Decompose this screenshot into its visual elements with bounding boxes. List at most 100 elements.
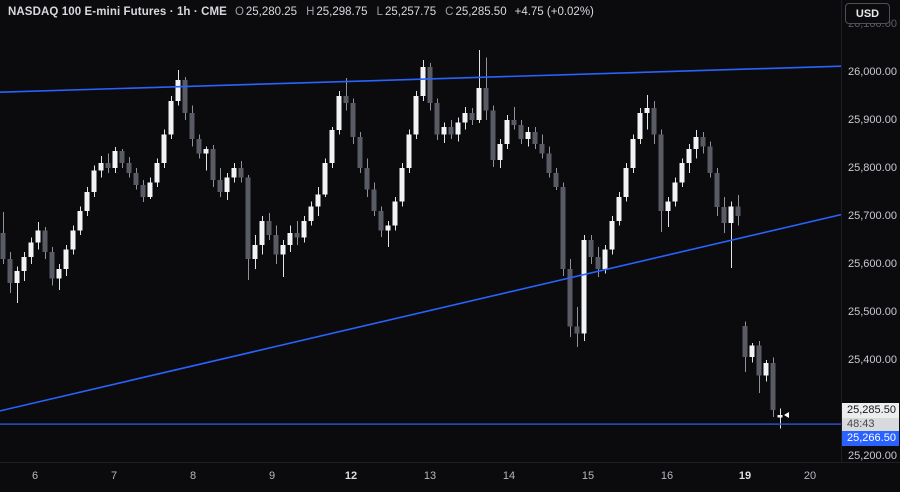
candle-body <box>511 120 517 125</box>
candle-body <box>679 163 685 183</box>
candle-body <box>14 271 20 284</box>
candle-body <box>567 268 573 327</box>
candle-body <box>168 100 174 135</box>
price-tick-label: 26,000.00 <box>848 66 897 78</box>
ohlc-pair: H 25,298.75 <box>306 6 368 18</box>
candle-body <box>749 345 755 358</box>
trendline-drawing[interactable] <box>0 65 842 93</box>
time-tick-label: 8 <box>189 470 197 482</box>
candle-body <box>476 87 482 120</box>
candle-body <box>364 168 370 190</box>
candle-body <box>42 230 48 252</box>
candle-body <box>525 132 531 140</box>
candle-body <box>728 206 734 224</box>
candle-body <box>126 163 132 173</box>
candle-body <box>91 170 97 192</box>
candle-body <box>532 132 538 144</box>
candle-body <box>77 211 83 231</box>
candle-body <box>672 182 678 202</box>
candle-body <box>210 148 216 180</box>
time-tick-label: 7 <box>110 470 118 482</box>
candle-body <box>322 163 328 195</box>
candle-body <box>217 180 223 192</box>
candle-body <box>336 96 342 131</box>
candle-body <box>504 120 510 144</box>
candle-body <box>273 235 279 255</box>
candle-body <box>560 187 566 269</box>
price-axis-separator <box>841 0 842 463</box>
time-tick-label: 20 <box>803 470 817 482</box>
candle-body <box>7 259 13 284</box>
candle-body <box>763 362 769 376</box>
ohlc-pair: C 25,285.50 <box>445 6 507 18</box>
candle-body <box>161 134 167 164</box>
candle-body <box>581 240 587 334</box>
horizontal-line-price-label: 25,266.50 <box>842 431 899 446</box>
candle-body <box>574 326 580 334</box>
candle-body <box>245 177 251 260</box>
candle-body <box>308 206 314 221</box>
candle-body <box>686 148 692 164</box>
candle-body <box>0 232 6 260</box>
time-tick-label: 13 <box>423 470 437 482</box>
candle-body <box>259 220 265 245</box>
candle-body <box>140 184 146 197</box>
candle-body <box>294 232 300 238</box>
candle-body <box>56 268 62 279</box>
candle-body <box>147 182 153 197</box>
candle-body <box>119 151 125 164</box>
candle-body <box>448 127 454 135</box>
candle-body <box>630 139 636 168</box>
currency-unit-button[interactable]: USD <box>845 3 890 24</box>
candle-body <box>371 189 377 212</box>
candle-body <box>329 130 335 164</box>
candle-body <box>301 220 307 238</box>
candle-body <box>413 96 419 135</box>
candle-body <box>644 108 650 113</box>
candle-body <box>182 80 188 113</box>
price-tick-label: 25,400.00 <box>848 354 897 366</box>
ohlc-pair: O 25,280.25 <box>234 6 298 18</box>
ohlc-pair: L 25,257.75 <box>376 6 437 18</box>
price-tick-label: 25,700.00 <box>848 210 897 222</box>
time-tick-label: 14 <box>502 470 516 482</box>
time-tick-label: 19 <box>738 470 752 482</box>
candle-body <box>343 96 349 104</box>
candle-body <box>490 110 496 160</box>
ohlc-values: O 25,280.25 H 25,298.75 L 25,257.75 C 25,285.50 <box>235 6 507 18</box>
candle-body <box>616 196 622 221</box>
candle-body <box>21 256 27 272</box>
candle-body <box>203 148 209 154</box>
candle-body <box>287 232 293 245</box>
candle-body <box>350 103 356 137</box>
candle-body <box>385 225 391 231</box>
candle-body <box>357 136 363 168</box>
candle-body <box>665 201 671 212</box>
candle-body <box>609 220 615 250</box>
candle-body <box>658 134 664 212</box>
candle-body <box>420 67 426 96</box>
time-axis[interactable]: 6 7 8 9 12 13 14 15 16 19 20 <box>0 463 900 492</box>
candle-body <box>70 230 76 250</box>
candle-body <box>175 80 181 101</box>
candle-body <box>196 139 202 154</box>
candle-body <box>35 230 41 243</box>
price-axis[interactable]: 25,285.50 48:43 25,266.50 26,100.00 26,00… <box>842 0 900 463</box>
candle-body <box>112 151 118 168</box>
candle-body <box>252 244 258 260</box>
candle-body <box>539 144 545 154</box>
candle-body <box>693 136 699 149</box>
candle-body <box>224 177 230 192</box>
last-price-marker <box>784 412 789 418</box>
candle-body <box>399 168 405 202</box>
candle-body <box>231 168 237 178</box>
candle-body <box>637 112 643 140</box>
trendline-drawing[interactable] <box>0 213 842 412</box>
candle-body <box>497 144 503 160</box>
candle-body <box>462 112 468 123</box>
candle-body <box>735 206 741 216</box>
symbol-title[interactable]: NASDAQ 100 E-mini Futures · 1h · CME <box>8 6 227 18</box>
chart-legend: NASDAQ 100 E-mini Futures · 1h · CME O 25… <box>8 6 594 18</box>
